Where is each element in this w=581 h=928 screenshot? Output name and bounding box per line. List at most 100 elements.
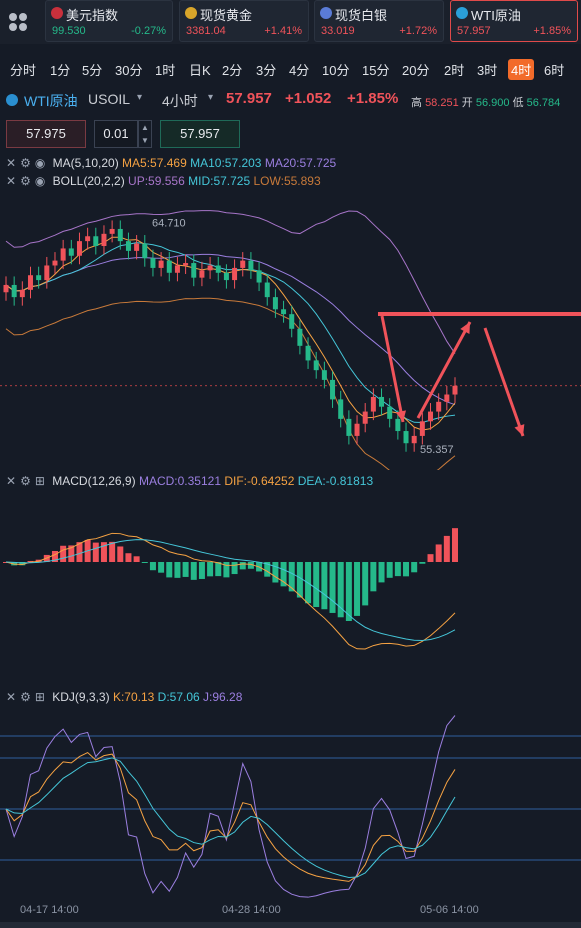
settings-icon[interactable]: ⚙	[20, 174, 31, 188]
candle-body	[142, 243, 148, 259]
candle-body	[232, 267, 238, 281]
close-icon[interactable]: ✕	[6, 174, 17, 188]
settings-icon[interactable]: ⚙	[20, 690, 31, 704]
tab-period[interactable]: 5分	[82, 63, 103, 78]
dea-line	[5, 539, 456, 642]
close-icon[interactable]: ✕	[6, 474, 17, 488]
ma10-value: MA10:57.203	[190, 156, 262, 170]
macd-histogram-bar	[419, 562, 426, 564]
kdj-chart[interactable]	[0, 706, 581, 904]
macd-histogram-bar	[443, 535, 450, 562]
lot-input[interactable]: 0.01	[94, 120, 138, 148]
ask-price-box[interactable]: 57.957	[160, 120, 240, 148]
tab-period[interactable]: 1分	[50, 63, 71, 78]
tab-period[interactable]: 3分	[256, 63, 277, 78]
eye-icon[interactable]: ◉	[34, 174, 46, 188]
macd-histogram-bar	[239, 562, 246, 570]
macd-histogram-bar	[207, 562, 214, 577]
add-icon[interactable]: ⊞	[34, 690, 45, 704]
macd-histogram-bar	[149, 562, 156, 571]
up-arrow	[416, 321, 472, 419]
macd-histogram-bar	[92, 542, 99, 562]
macd-histogram-bar	[125, 553, 132, 562]
settings-icon[interactable]: ⚙	[20, 156, 31, 170]
quote-header: WTI原油 USOIL ▾ 4小时 ▾ 57.957 +1.052 +1.85%…	[0, 90, 581, 112]
ticker-card[interactable]: 美元指数 99.530 -0.27%	[45, 0, 173, 42]
candle-body	[134, 243, 140, 251]
us-flag-icon	[51, 7, 63, 19]
close-icon[interactable]: ✕	[6, 156, 17, 170]
candle-body	[76, 241, 82, 256]
forecast-down-arrow-head	[514, 424, 525, 436]
tab-period[interactable]: 4分	[289, 63, 310, 78]
tab-period[interactable]: 6时	[544, 63, 565, 78]
candle-body	[60, 248, 66, 261]
forecast-down-arrow	[483, 327, 525, 437]
price-chart[interactable]: 64.710 55.357	[0, 190, 581, 470]
tab-period[interactable]: 4时	[508, 59, 535, 80]
settings-icon[interactable]: ⚙	[20, 474, 31, 488]
eye-icon[interactable]: ◉	[34, 156, 46, 170]
ticker-name: 现货黄金	[200, 8, 253, 23]
macd-histogram-bar	[166, 562, 173, 578]
tab-period[interactable]: 分时	[10, 63, 37, 78]
ticker-card[interactable]: WTI原油 57.957 +1.85%	[450, 0, 578, 42]
tab-period[interactable]: 15分	[362, 63, 390, 78]
candle-body	[44, 265, 50, 281]
k-value: K:70.13	[112, 690, 155, 704]
tab-period[interactable]: 10分	[322, 63, 350, 78]
ticker-card[interactable]: 现货白银 33.019 +1.72%	[314, 0, 444, 42]
interval-select[interactable]: 4小时	[162, 93, 198, 109]
dif-line	[5, 532, 456, 650]
macd-histogram-bar	[329, 562, 336, 613]
tab-period[interactable]: 日K	[189, 63, 211, 78]
x-axis-label: 04-28 14:00	[222, 904, 281, 916]
j-line	[5, 715, 456, 898]
candle-body	[452, 385, 458, 395]
dropdown-icon[interactable]: ▾	[137, 92, 143, 103]
ma20-line	[5, 253, 456, 406]
candle-body	[370, 396, 376, 412]
candle-body	[117, 228, 123, 242]
ticker-card[interactable]: 现货黄金 3381.04 +1.41%	[179, 0, 309, 42]
boll-up-value: UP:59.556	[128, 174, 185, 188]
candle-body	[52, 260, 58, 266]
ma-legend: ✕ ⚙ ◉ MA(5,10,20) MA5:57.469 MA10:57.203 M…	[6, 156, 336, 170]
candle-body	[93, 236, 99, 246]
macd-legend: ✕ ⚙ ⊞ MACD(12,26,9) MACD:0.35121 DIF:-0.64…	[6, 474, 373, 488]
symbol-code[interactable]: USOIL	[88, 91, 131, 107]
add-icon[interactable]: ⊞	[34, 474, 45, 488]
bid-price-box[interactable]: 57.975	[6, 120, 86, 148]
tab-period[interactable]: 2时	[444, 63, 465, 78]
lot-stepper[interactable]: ▲ ▼	[138, 120, 152, 148]
candle-body	[305, 345, 311, 361]
tab-period[interactable]: 3时	[477, 63, 498, 78]
candle-body	[281, 309, 287, 315]
dropdown-icon[interactable]: ▾	[208, 92, 214, 103]
macd-histogram-bar	[345, 562, 352, 622]
bottom-toolbar	[0, 922, 581, 928]
close-icon[interactable]: ✕	[6, 690, 17, 704]
tab-period[interactable]: 2分	[222, 63, 243, 78]
macd-chart[interactable]	[0, 492, 581, 682]
ticker-price: 57.957	[457, 25, 491, 37]
boll-low-value: LOW:55.893	[253, 174, 321, 188]
menu-grid-icon[interactable]	[6, 10, 30, 34]
macd-histogram-bar	[280, 562, 287, 587]
d-line	[5, 757, 456, 878]
ticker-change: -0.27%	[131, 25, 166, 37]
candle-body	[166, 260, 172, 273]
macd-histogram-bar	[321, 562, 328, 610]
ticker-price: 3381.04	[186, 25, 226, 37]
tab-period[interactable]: 20分	[402, 63, 430, 78]
macd-histogram-bar	[403, 562, 410, 577]
tab-period[interactable]: 1时	[155, 63, 176, 78]
candle-body	[330, 379, 336, 400]
candle-body	[264, 282, 270, 298]
candle-body	[109, 228, 115, 234]
tab-period[interactable]: 30分	[115, 63, 143, 78]
k-line	[5, 751, 456, 882]
down-arrow-head	[395, 410, 407, 422]
symbol-name[interactable]: WTI原油	[24, 93, 78, 109]
candle-body	[174, 265, 180, 273]
